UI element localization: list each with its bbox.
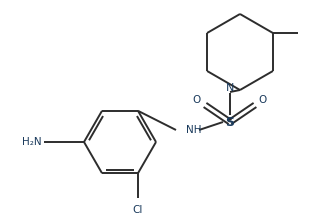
Text: S: S: [226, 115, 234, 129]
Text: O: O: [259, 95, 267, 105]
Text: N: N: [226, 83, 234, 93]
Text: NH: NH: [186, 125, 201, 135]
Text: O: O: [193, 95, 201, 105]
Text: H₂N: H₂N: [22, 137, 42, 147]
Text: Cl: Cl: [133, 205, 143, 215]
